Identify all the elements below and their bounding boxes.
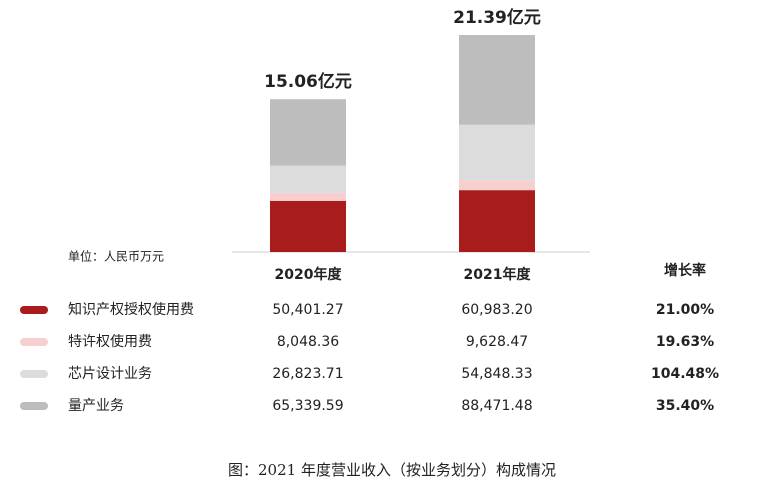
caption: 图：2021 年度营业收入（按业务划分）构成情况	[228, 461, 556, 479]
unit-label: 单位：人民币万元	[68, 249, 164, 264]
bar-segment	[459, 35, 535, 125]
legend-swatch	[20, 338, 48, 346]
growth-rate: 19.63%	[656, 334, 714, 350]
table-value: 9,628.47	[466, 334, 528, 350]
bar-segment	[270, 165, 346, 193]
category-label: 2021年度	[464, 266, 532, 283]
table-value: 60,983.20	[461, 302, 532, 318]
bar-segment	[459, 190, 535, 252]
bar-segment	[270, 192, 346, 201]
growth-rate: 21.00%	[656, 302, 714, 318]
total-label: 15.06亿元	[264, 71, 352, 92]
bar-segment	[270, 200, 346, 252]
table-value: 8,048.36	[277, 334, 339, 350]
category-label: 2020年度	[275, 266, 343, 283]
table-value: 54,848.33	[461, 366, 532, 382]
legend-label: 知识产权授权使用费	[68, 301, 194, 318]
legend-swatch	[20, 402, 48, 410]
legend-label: 芯片设计业务	[68, 366, 152, 382]
table-value: 50,401.27	[272, 302, 343, 318]
table-value: 26,823.71	[272, 366, 343, 382]
bar-segment	[459, 180, 535, 191]
table-value: 65,339.59	[272, 398, 343, 414]
growth-rate: 35.40%	[656, 398, 714, 414]
bar-segment	[459, 124, 535, 181]
legend-swatch	[20, 306, 48, 314]
growth-rate: 104.48%	[651, 366, 719, 382]
growth-header: 增长率	[664, 262, 706, 279]
legend-swatch	[20, 370, 48, 378]
legend-label: 特许权使用费	[68, 333, 152, 350]
legend-label: 量产业务	[68, 398, 124, 414]
table-value: 88,471.48	[461, 398, 532, 414]
total-label: 21.39亿元	[453, 7, 541, 28]
bar-segment	[270, 99, 346, 166]
